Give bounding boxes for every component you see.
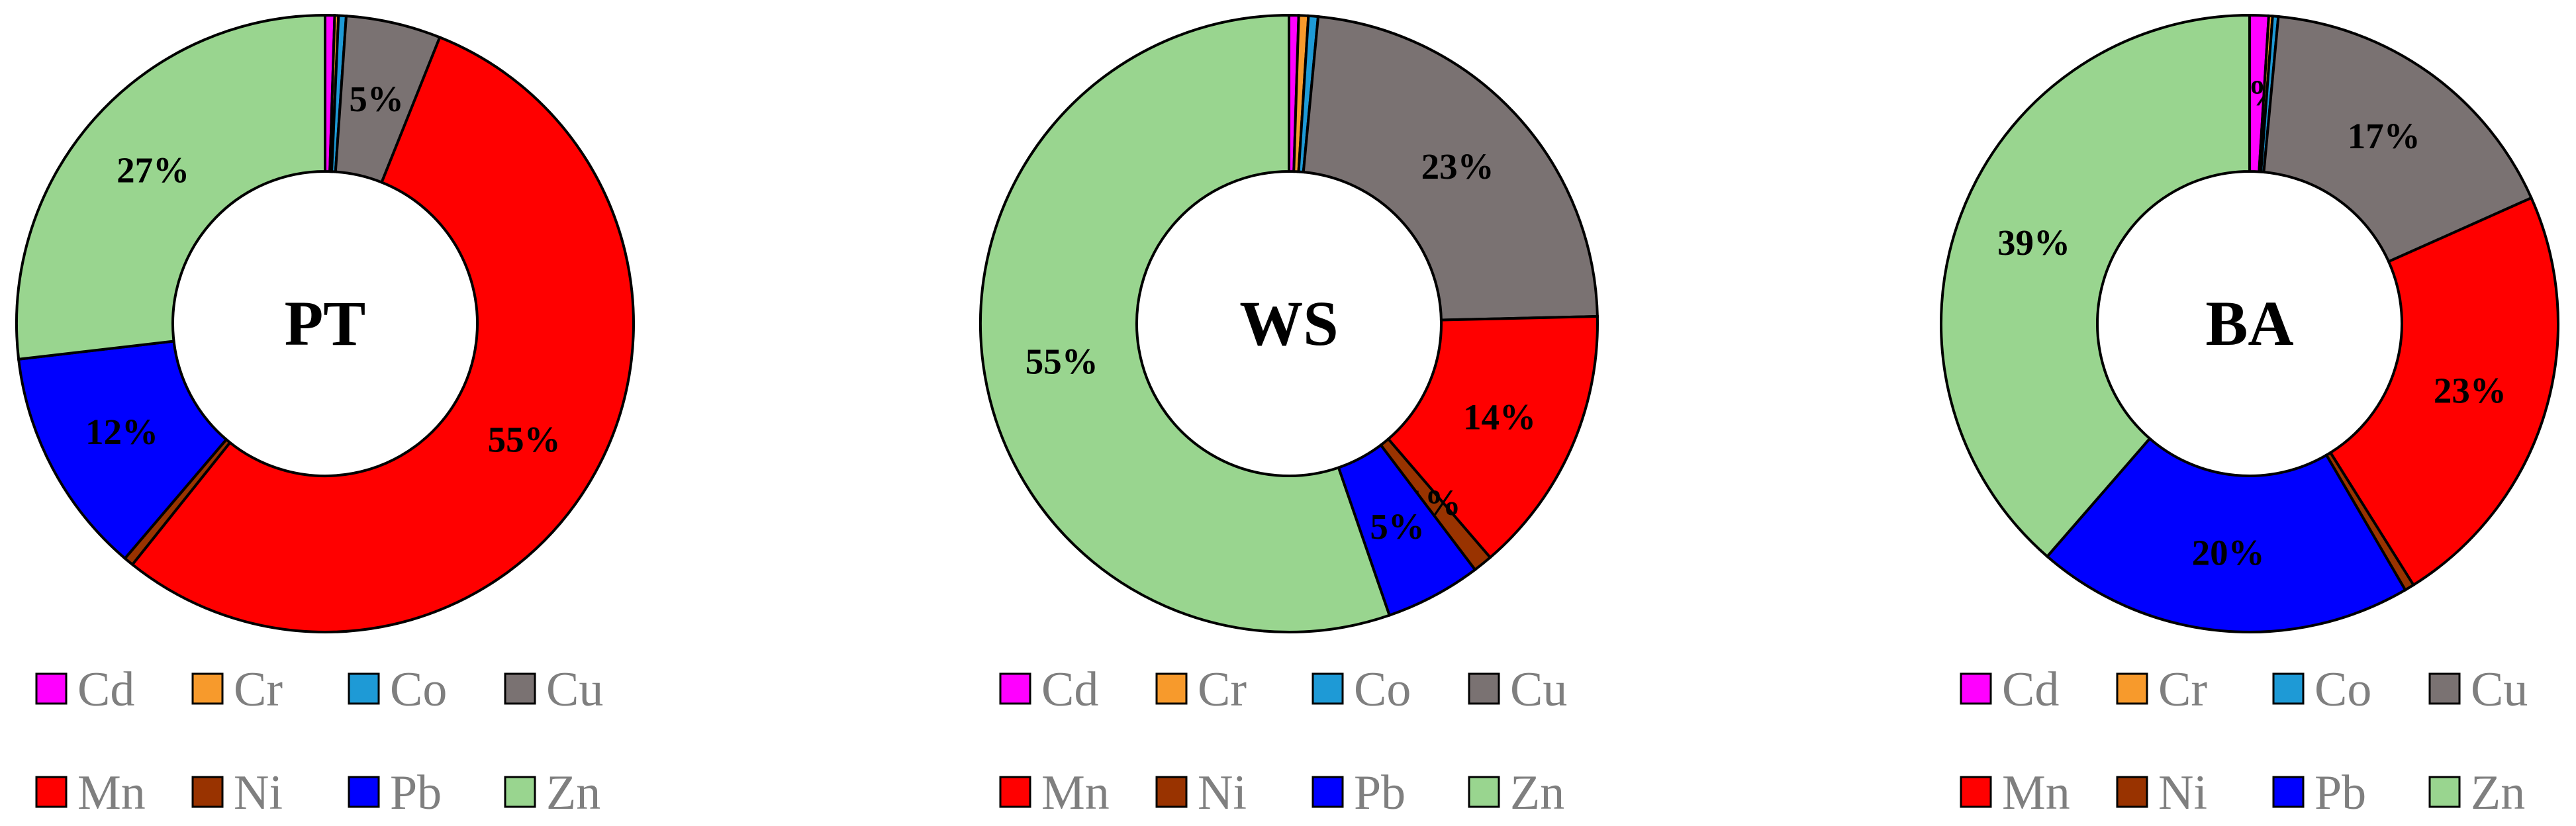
legend-swatch [999,672,1031,705]
legend-swatch [1155,776,1188,808]
legend-swatch [348,672,380,705]
legend-label: Mn [2002,766,2070,820]
legend-label: Zn [546,766,600,820]
legend-swatch [35,672,68,705]
donut-slice [17,340,228,561]
legend-swatch [348,776,380,808]
legend-swatch [2116,672,2148,705]
legend-label: Mn [1041,766,1110,820]
legend-label: Ni [234,766,283,820]
slice-label: 23% [2434,370,2506,410]
legend-label: Cd [1041,663,1098,717]
donut-slice [2045,436,2407,633]
legend-swatch [504,776,536,808]
legend-swatch [191,776,224,808]
donut-slice [130,35,635,633]
donut-slice [15,13,326,361]
center-label: BA [2205,288,2293,359]
legend-swatch [1155,672,1188,705]
legend-label: Cu [2471,663,2528,717]
donut-slice [1940,13,2251,559]
legend-swatch [2272,776,2305,808]
center-label: PT [285,288,366,359]
legend-label: Cd [77,663,134,717]
legend-label: Co [1354,663,1411,717]
slice-label: 12% [85,412,158,452]
legend-label: Cr [1198,663,1247,717]
legend-label: Zn [1510,766,1564,820]
slice-label: 55% [488,419,561,459]
donut-slice [1386,314,1599,560]
slice-label: 5% [1370,506,1425,547]
legend-label: Co [2314,663,2371,717]
slice-label: 23% [1421,146,1494,187]
donut-slice [979,13,1392,633]
legend-label: Pb [2314,766,2366,820]
legend-label: Mn [77,766,146,820]
slice-label: 27% [117,150,189,191]
legend-swatch [1960,672,1992,705]
legend-label: Cr [2158,663,2207,717]
legend-swatch [1468,672,1500,705]
legend-label: Ni [1198,766,1247,820]
legend-swatch [1312,672,1344,705]
donut-slice [1302,15,1599,322]
legend-label: Pb [390,766,442,820]
legend-swatch [1960,776,1992,808]
legend-swatch [504,672,536,705]
slice-label: 17% [2348,116,2420,156]
slice-label: 39% [1997,222,2070,263]
donut-slice [2262,15,2534,263]
legend-swatch [1468,776,1500,808]
slice-label: 20% [2192,532,2265,573]
slice-label: 5% [349,79,404,119]
slice-label: 14% [1463,396,1536,437]
legend-swatch [1312,776,1344,808]
legend-label: Cu [1510,663,1567,717]
center-label: WS [1239,288,1338,359]
legend-label: Pb [1354,766,1406,820]
legend-label: Zn [2471,766,2525,820]
legend-swatch [2116,776,2148,808]
legend-label: Cu [546,663,603,717]
legend-swatch [2428,672,2461,705]
legend-swatch [191,672,224,705]
slice-label: 55% [1026,341,1098,381]
legend-swatch [35,776,68,808]
legend-label: Co [390,663,447,717]
legend-swatch [2272,672,2305,705]
legend-label: Ni [2158,766,2207,820]
legend-swatch [2428,776,2461,808]
legend-label: Cr [234,663,283,717]
legend-label: Cd [2002,663,2059,717]
donut-slice [2328,196,2559,587]
legend-swatch [999,776,1031,808]
